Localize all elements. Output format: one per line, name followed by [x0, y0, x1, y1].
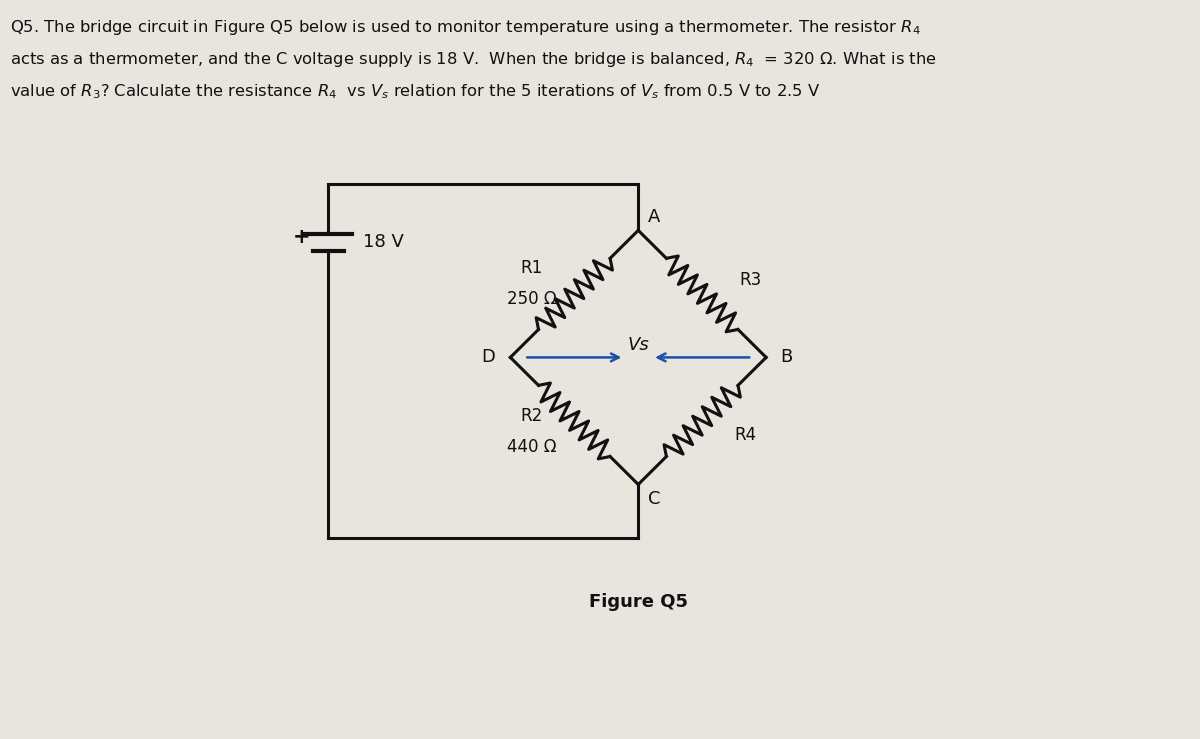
Text: 18 V: 18 V [364, 233, 404, 251]
Text: 440 Ω: 440 Ω [506, 438, 557, 456]
Text: R3: R3 [739, 271, 762, 289]
Text: 250 Ω: 250 Ω [506, 290, 557, 308]
Text: Q5. The bridge circuit in Figure Q5 below is used to monitor temperature using a: Q5. The bridge circuit in Figure Q5 belo… [10, 18, 920, 38]
Text: value of $R_3$? Calculate the resistance $R_4$  vs $V_s$ relation for the 5 iter: value of $R_3$? Calculate the resistance… [10, 82, 820, 101]
Text: D: D [481, 348, 494, 367]
Text: R1: R1 [521, 259, 542, 277]
Text: Vs: Vs [628, 336, 649, 353]
Text: A: A [648, 208, 660, 225]
Text: Figure Q5: Figure Q5 [589, 593, 688, 611]
Text: R2: R2 [521, 406, 542, 425]
Text: C: C [648, 490, 660, 508]
Text: R4: R4 [734, 426, 757, 444]
Text: acts as a thermometer, and the C voltage supply is 18 V.  When the bridge is bal: acts as a thermometer, and the C voltage… [10, 50, 936, 69]
Text: +: + [293, 228, 310, 248]
Text: B: B [780, 348, 792, 367]
